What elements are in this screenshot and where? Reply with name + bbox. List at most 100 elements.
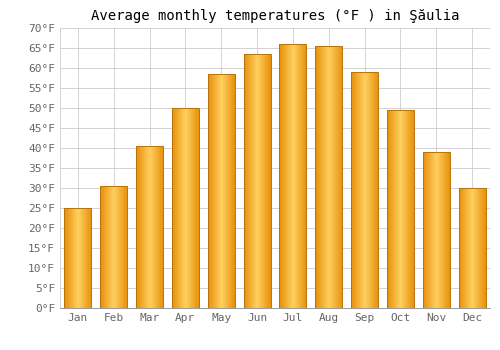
Bar bbox=[395, 110, 396, 308]
Bar bbox=[434, 152, 435, 308]
Bar bbox=[322, 46, 323, 308]
Bar bbox=[136, 146, 163, 308]
Bar bbox=[211, 74, 212, 308]
Bar bbox=[176, 108, 178, 308]
Bar bbox=[392, 110, 393, 308]
Bar bbox=[64, 208, 65, 308]
Bar bbox=[188, 108, 189, 308]
Bar bbox=[244, 54, 270, 308]
Bar bbox=[357, 72, 358, 308]
Bar bbox=[214, 74, 216, 308]
Bar bbox=[446, 152, 447, 308]
Bar bbox=[359, 72, 360, 308]
Bar bbox=[341, 46, 342, 308]
Bar bbox=[284, 44, 285, 308]
Bar bbox=[246, 54, 247, 308]
Bar bbox=[485, 188, 486, 308]
Bar bbox=[470, 188, 472, 308]
Bar bbox=[481, 188, 482, 308]
Bar bbox=[361, 72, 362, 308]
Bar bbox=[304, 44, 305, 308]
Bar bbox=[111, 186, 112, 308]
Bar bbox=[176, 108, 177, 308]
Bar bbox=[68, 208, 70, 308]
Bar bbox=[160, 146, 161, 308]
Bar bbox=[292, 44, 293, 308]
Bar bbox=[212, 74, 214, 308]
Bar bbox=[192, 108, 193, 308]
Bar bbox=[479, 188, 480, 308]
Bar bbox=[443, 152, 444, 308]
Bar bbox=[438, 152, 439, 308]
Bar bbox=[86, 208, 88, 308]
Bar bbox=[262, 54, 263, 308]
Bar bbox=[316, 46, 342, 308]
Bar bbox=[428, 152, 429, 308]
Bar bbox=[484, 188, 485, 308]
Bar bbox=[264, 54, 265, 308]
Bar bbox=[462, 188, 464, 308]
Bar bbox=[305, 44, 306, 308]
Bar bbox=[376, 72, 378, 308]
Bar bbox=[208, 74, 234, 308]
Bar bbox=[397, 110, 398, 308]
Bar bbox=[425, 152, 426, 308]
Bar bbox=[102, 186, 103, 308]
Bar bbox=[401, 110, 402, 308]
Bar bbox=[426, 152, 427, 308]
Bar bbox=[460, 188, 462, 308]
Bar bbox=[334, 46, 335, 308]
Bar bbox=[72, 208, 74, 308]
Bar bbox=[391, 110, 392, 308]
Bar bbox=[217, 74, 218, 308]
Bar bbox=[77, 208, 78, 308]
Bar bbox=[215, 74, 216, 308]
Bar bbox=[74, 208, 76, 308]
Bar bbox=[120, 186, 121, 308]
Bar bbox=[293, 44, 294, 308]
Bar bbox=[388, 110, 389, 308]
Bar bbox=[387, 110, 388, 308]
Bar bbox=[69, 208, 70, 308]
Bar bbox=[280, 44, 281, 308]
Bar bbox=[435, 152, 436, 308]
Bar bbox=[184, 108, 186, 308]
Bar bbox=[172, 108, 174, 308]
Bar bbox=[464, 188, 465, 308]
Bar bbox=[216, 74, 218, 308]
Bar bbox=[265, 54, 266, 308]
Bar bbox=[224, 74, 226, 308]
Bar bbox=[360, 72, 362, 308]
Bar bbox=[332, 46, 333, 308]
Bar bbox=[195, 108, 196, 308]
Bar bbox=[433, 152, 434, 308]
Bar bbox=[429, 152, 430, 308]
Bar bbox=[483, 188, 484, 308]
Bar bbox=[100, 186, 101, 308]
Bar bbox=[474, 188, 475, 308]
Bar bbox=[70, 208, 72, 308]
Bar bbox=[482, 188, 483, 308]
Bar bbox=[249, 54, 250, 308]
Bar bbox=[280, 44, 306, 308]
Bar bbox=[88, 208, 90, 308]
Bar bbox=[122, 186, 123, 308]
Bar bbox=[447, 152, 448, 308]
Bar bbox=[394, 110, 395, 308]
Bar bbox=[358, 72, 360, 308]
Bar bbox=[136, 146, 137, 308]
Bar bbox=[190, 108, 191, 308]
Bar bbox=[108, 186, 109, 308]
Bar bbox=[187, 108, 188, 308]
Bar bbox=[364, 72, 366, 308]
Bar bbox=[289, 44, 290, 308]
Bar bbox=[366, 72, 368, 308]
Bar bbox=[180, 108, 182, 308]
Bar bbox=[186, 108, 187, 308]
Bar bbox=[442, 152, 443, 308]
Bar bbox=[71, 208, 72, 308]
Bar bbox=[410, 110, 411, 308]
Bar bbox=[368, 72, 370, 308]
Bar bbox=[355, 72, 356, 308]
Bar bbox=[161, 146, 162, 308]
